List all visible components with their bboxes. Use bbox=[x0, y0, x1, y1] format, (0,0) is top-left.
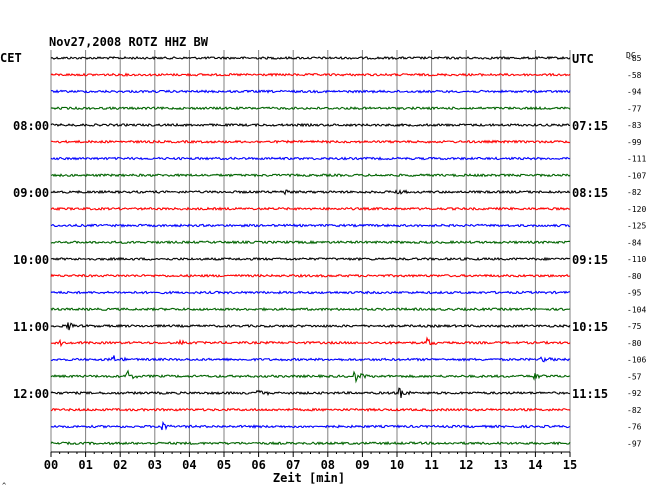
dc-offset-value: -80 bbox=[627, 272, 642, 281]
dc-offset-value: -106 bbox=[627, 356, 646, 365]
right-time-label: 10:15 bbox=[572, 320, 608, 334]
x-tick-label: 06 bbox=[251, 458, 265, 472]
seismogram-trace bbox=[50, 240, 571, 245]
dc-offset-value: -111 bbox=[627, 155, 646, 164]
dc-offset-value: -83 bbox=[627, 121, 642, 130]
dc-offset-value: -76 bbox=[627, 423, 642, 432]
left-time-label: 08:00 bbox=[13, 119, 49, 133]
x-tick-label: 01 bbox=[78, 458, 92, 472]
x-axis-label: Zeit [min] bbox=[273, 471, 345, 485]
time-labels: -85 -58 -94 -77 -83 -99 -111 -107 -82 -120 -125 -84… bbox=[13, 52, 646, 448]
seismogram-trace bbox=[50, 369, 571, 384]
dc-offset-value: -82 bbox=[627, 188, 642, 197]
dc-offset-value: -85 bbox=[627, 54, 642, 63]
dc-offset-header: DC bbox=[626, 51, 636, 60]
seismogram-trace bbox=[50, 322, 571, 331]
dc-offset-value: -110 bbox=[627, 255, 646, 264]
dc-offset-value: -92 bbox=[627, 389, 642, 398]
x-axis: 00 01 02 03 04 05 06 07 08 09 10 11 12 13 14 15 bbox=[44, 451, 577, 472]
right-time-label: UTC bbox=[572, 52, 594, 66]
seismogram-trace bbox=[50, 420, 571, 431]
dc-offset-value: -77 bbox=[627, 104, 642, 113]
seismogram-trace bbox=[50, 223, 571, 228]
dc-offset-value: -125 bbox=[627, 222, 646, 231]
dc-offset-value: -58 bbox=[627, 71, 642, 80]
seismogram-traces bbox=[50, 55, 571, 446]
seismogram-trace bbox=[50, 72, 571, 77]
seismogram-trace bbox=[50, 290, 571, 295]
seismogram-trace bbox=[50, 441, 571, 446]
dc-offset-value: -80 bbox=[627, 339, 642, 348]
left-time-label: 12:00 bbox=[13, 387, 49, 401]
dc-offset-value: -95 bbox=[627, 289, 642, 298]
minute-gridlines bbox=[50, 50, 571, 452]
x-tick-label: 12 bbox=[459, 458, 473, 472]
left-time-label: 09:00 bbox=[13, 186, 49, 200]
dc-offset-value: -57 bbox=[627, 372, 642, 381]
dc-offset-value: -94 bbox=[627, 88, 642, 97]
seismogram-trace bbox=[50, 256, 571, 262]
dc-offset-value: -99 bbox=[627, 138, 642, 147]
seismogram-trace bbox=[50, 206, 571, 212]
x-tick-label: 10 bbox=[390, 458, 404, 472]
x-tick-label: 15 bbox=[563, 458, 577, 472]
seismogram-trace bbox=[50, 188, 571, 196]
dc-offset-value: -82 bbox=[627, 406, 642, 415]
x-tick-label: 00 bbox=[44, 458, 58, 472]
x-tick-label: 04 bbox=[182, 458, 196, 472]
seismogram-trace bbox=[50, 336, 571, 348]
x-tick-label: 02 bbox=[113, 458, 127, 472]
x-tick-label: 05 bbox=[217, 458, 231, 472]
x-tick-label: 08 bbox=[321, 458, 335, 472]
right-time-label: 08:15 bbox=[572, 186, 608, 200]
seismogram-trace bbox=[50, 387, 571, 398]
seismogram-trace bbox=[50, 306, 571, 312]
left-time-label: 10:00 bbox=[13, 253, 49, 267]
left-timezone-label: CET bbox=[0, 51, 22, 65]
chart-title: Nov27,2008 ROTZ HHZ BW bbox=[49, 35, 209, 49]
seismogram-trace bbox=[50, 55, 571, 61]
dc-offset-value: -107 bbox=[627, 171, 646, 180]
x-tick-label: 14 bbox=[528, 458, 542, 472]
seismogram-trace bbox=[50, 89, 571, 94]
x-tick-label: 11 bbox=[424, 458, 438, 472]
x-tick-label: 13 bbox=[494, 458, 508, 472]
dc-offset-value: -84 bbox=[627, 238, 642, 247]
seismogram-trace bbox=[50, 106, 571, 111]
seismogram-trace bbox=[50, 273, 571, 278]
right-time-label: 09:15 bbox=[572, 253, 608, 267]
dc-offset-value: -104 bbox=[627, 305, 646, 314]
right-time-label: 11:15 bbox=[572, 387, 608, 401]
x-tick-label: 07 bbox=[286, 458, 300, 472]
dc-offset-value: -120 bbox=[627, 205, 646, 214]
seismogram-trace bbox=[50, 122, 570, 128]
seismogram-trace bbox=[50, 355, 571, 363]
seismogram-trace bbox=[50, 139, 571, 144]
dc-offset-value: -75 bbox=[627, 322, 642, 331]
left-time-label: 11:00 bbox=[13, 320, 49, 334]
seismogram-trace bbox=[50, 407, 571, 412]
x-tick-label: 03 bbox=[148, 458, 162, 472]
seismogram-trace bbox=[50, 156, 571, 161]
corner-mark: ^ bbox=[2, 482, 6, 490]
right-time-label: 07:15 bbox=[572, 119, 608, 133]
dc-offset-value: -97 bbox=[627, 439, 642, 448]
x-tick-label: 09 bbox=[355, 458, 369, 472]
seismogram-trace bbox=[50, 173, 571, 178]
